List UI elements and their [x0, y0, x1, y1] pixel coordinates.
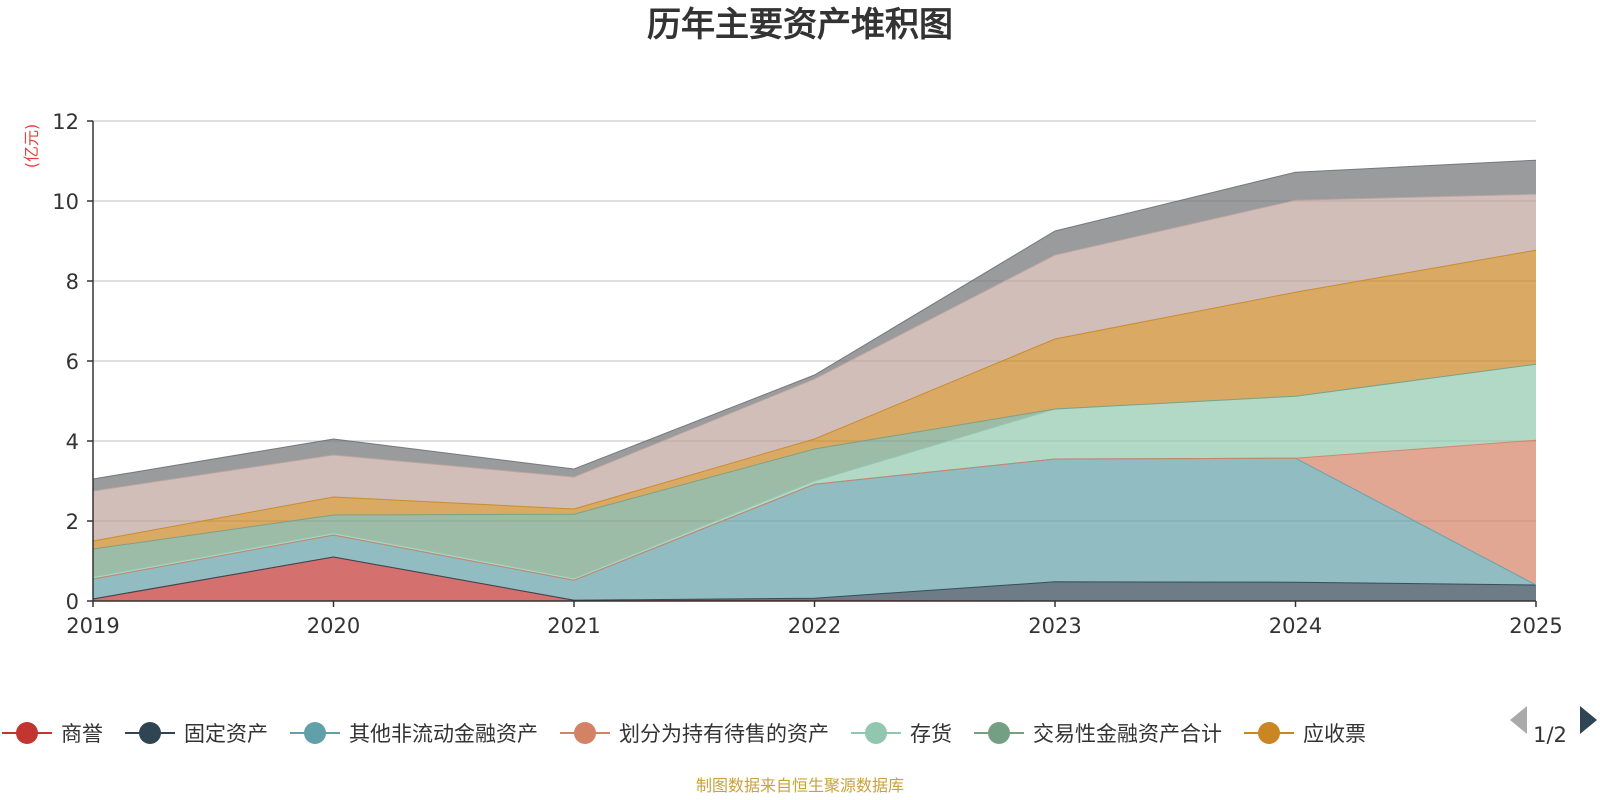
area-series [93, 160, 1536, 601]
data-source-note: 制图数据来自恒生聚源数据库 [696, 776, 904, 795]
legend-label: 划分为持有待售的资产 [619, 722, 829, 746]
area-6 [93, 364, 1536, 579]
legend-marker-icon [139, 722, 161, 744]
x-tick-label: 2022 [788, 614, 841, 638]
area-7 [93, 250, 1536, 549]
x-tick-label: 2020 [307, 614, 360, 638]
x-tick-label: 2025 [1509, 614, 1562, 638]
legend-label: 应收票 [1303, 722, 1366, 746]
area-4 [93, 440, 1536, 585]
legend-item[interactable]: 划分为持有待售的资产 [560, 722, 829, 746]
legend-item[interactable]: 存货 [851, 722, 952, 746]
y-tick-label: 6 [66, 350, 79, 374]
pager-next-icon[interactable] [1580, 706, 1597, 734]
series-line-8 [92, 193, 1537, 492]
x-tick-label: 2019 [66, 614, 119, 638]
legend-marker-icon [16, 722, 38, 744]
legend-marker-icon [988, 722, 1010, 744]
legend-marker-icon [304, 722, 326, 744]
y-tick-labels: 0 2 4 6 8 10 12 [52, 110, 79, 614]
pager-prev-icon[interactable] [1510, 706, 1527, 734]
area-5 [93, 364, 1536, 581]
x-tick-label: 2023 [1028, 614, 1081, 638]
legend-label: 存货 [910, 722, 952, 746]
y-tick-label: 10 [52, 190, 79, 214]
x-tick-label: 2021 [547, 614, 600, 638]
legend-item[interactable]: 其他非流动金融资产 [290, 722, 538, 746]
series-line-7 [92, 249, 1537, 542]
pager-page-indicator: 1/2 [1533, 723, 1567, 747]
axes [87, 120, 1537, 607]
chart-title: 历年主要资产堆积图 [647, 5, 953, 45]
y-tick-label: 4 [66, 430, 79, 454]
y-tick-label: 2 [66, 510, 79, 534]
y-tick-label: 0 [66, 590, 79, 614]
legend-label: 交易性金融资产合计 [1033, 722, 1222, 746]
area-8 [93, 194, 1536, 541]
series-line-6 [92, 363, 1537, 550]
y-axis-label: (亿元) [22, 124, 41, 169]
area-9 [93, 160, 1536, 491]
legend-label: 固定资产 [184, 722, 268, 746]
legend-pager: 1/2 [1510, 706, 1597, 747]
x-tick-labels: 2019 2020 2021 2022 2023 2024 2025 [66, 614, 1562, 638]
legend-item[interactable]: 应收票 [1244, 722, 1366, 746]
legend-label: 商誉 [61, 722, 103, 746]
area-2 [93, 557, 1536, 601]
area-1 [93, 557, 1536, 601]
series-line-4 [92, 439, 1537, 581]
legend-item[interactable]: 固定资产 [125, 722, 268, 746]
legend-item[interactable]: 商誉 [2, 722, 103, 746]
legend-marker-icon [865, 722, 887, 744]
area-3 [93, 458, 1536, 601]
y-tick-label: 12 [52, 110, 79, 134]
legend-item[interactable]: 交易性金融资产合计 [974, 722, 1222, 746]
legend-marker-icon [574, 722, 596, 744]
legend-label: 其他非流动金融资产 [349, 722, 538, 746]
series-lines [92, 159, 1537, 602]
legend-marker-icon [1258, 722, 1280, 744]
y-tick-label: 8 [66, 270, 79, 294]
series-line-2 [92, 556, 1537, 601]
series-line-9 [92, 159, 1537, 480]
legend: 商誉 固定资产 其他非流动金融资产 划分为持有待售的资产 存货 交易性金融资产合计 应收票 [2, 722, 1366, 746]
x-tick-label: 2024 [1269, 614, 1322, 638]
